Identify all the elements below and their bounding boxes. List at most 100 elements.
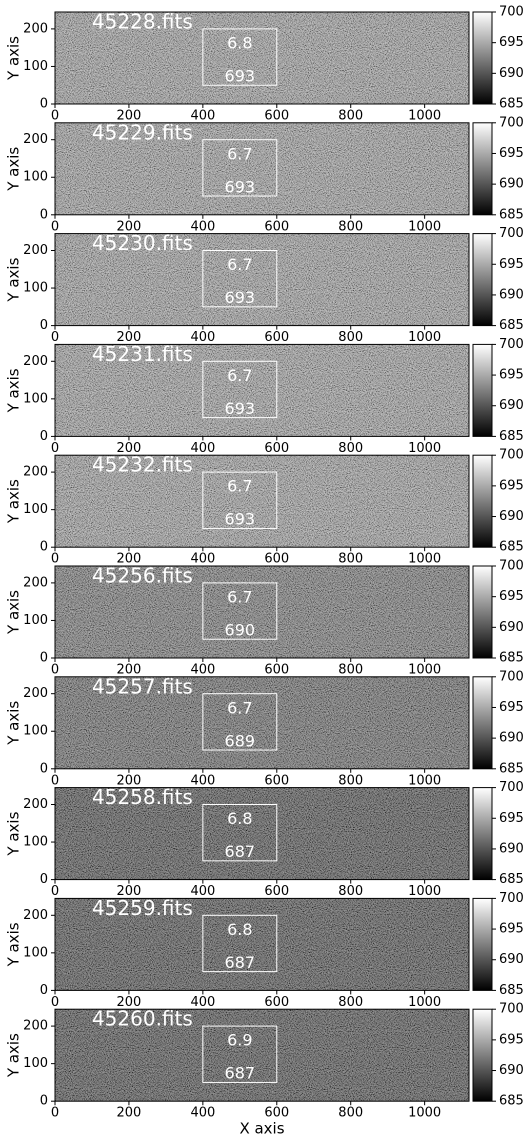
y-tick-label: 100 bbox=[23, 1056, 48, 1071]
y-axis-label: Y axis bbox=[5, 1033, 23, 1078]
x-tick-label: 600 bbox=[264, 663, 289, 678]
y-axis-label: Y axis bbox=[5, 479, 23, 524]
y-tick-label: 200 bbox=[23, 575, 48, 590]
x-tick-label: 0 bbox=[51, 109, 59, 124]
x-tick-label: 600 bbox=[264, 109, 289, 124]
axes-frame bbox=[54, 122, 470, 216]
x-tick-label: 600 bbox=[264, 995, 289, 1010]
colorbar-tick-label: 700 bbox=[499, 115, 524, 130]
x-tick-label: 400 bbox=[190, 552, 215, 567]
x-tick-label: 200 bbox=[117, 109, 142, 124]
colorbar-tick-label: 690 bbox=[499, 620, 524, 635]
box-mean: 693 bbox=[225, 288, 256, 307]
box-std: 6.7 bbox=[227, 366, 252, 385]
y-tick-label: 200 bbox=[23, 908, 48, 923]
x-tick-label: 800 bbox=[338, 1106, 363, 1121]
box-std: 6.7 bbox=[227, 588, 252, 607]
y-axis-label: Y axis bbox=[5, 368, 23, 413]
y-tick-label: 100 bbox=[23, 502, 48, 517]
box-mean: 693 bbox=[225, 177, 256, 196]
box-mean: 687 bbox=[225, 1064, 256, 1083]
x-tick-label: 600 bbox=[264, 552, 289, 567]
colorbar-tick-label: 700 bbox=[499, 780, 524, 795]
region-box bbox=[202, 914, 278, 973]
y-tick-label: 200 bbox=[23, 132, 48, 147]
image-title: 45231.fits bbox=[92, 342, 193, 366]
colorbar-tick-label: 685 bbox=[499, 207, 524, 222]
x-tick-label: 600 bbox=[264, 773, 289, 788]
colorbar-tick-label: 685 bbox=[499, 872, 524, 887]
box-std: 6.7 bbox=[227, 144, 252, 163]
x-tick-label: 800 bbox=[338, 663, 363, 678]
y-axis-label: Y axis bbox=[5, 147, 23, 192]
x-tick-label: 1000 bbox=[408, 884, 441, 899]
axes-frame bbox=[54, 11, 470, 105]
x-tick-label: 800 bbox=[338, 773, 363, 788]
y-tick-label: 0 bbox=[40, 983, 48, 998]
image-title: 45228.fits bbox=[92, 10, 193, 34]
colorbar-tick-label: 695 bbox=[499, 922, 524, 937]
y-tick-label: 0 bbox=[40, 651, 48, 666]
x-axis-label: X axis bbox=[239, 1120, 284, 1138]
image-noise bbox=[55, 787, 469, 880]
box-mean: 687 bbox=[225, 953, 256, 972]
colorbar-tick-label: 695 bbox=[499, 811, 524, 826]
y-tick-label: 100 bbox=[23, 59, 48, 74]
y-tick-label: 200 bbox=[23, 465, 48, 480]
region-box bbox=[202, 139, 278, 197]
x-tick-label: 400 bbox=[190, 663, 215, 678]
x-tick-label: 400 bbox=[190, 995, 215, 1010]
region-box bbox=[202, 249, 278, 308]
x-tick-label: 200 bbox=[117, 773, 142, 788]
image-noise bbox=[55, 12, 469, 104]
image-title: 45232.fits bbox=[92, 453, 193, 477]
x-tick-label: 800 bbox=[338, 995, 363, 1010]
x-tick-label: 800 bbox=[338, 330, 363, 345]
x-tick-label: 400 bbox=[190, 109, 215, 124]
colorbar-tick-label: 685 bbox=[499, 318, 524, 333]
box-mean: 690 bbox=[225, 621, 256, 640]
colorbar-tick-label: 690 bbox=[499, 841, 524, 856]
y-tick-label: 200 bbox=[23, 21, 48, 36]
colorbar-tick-label: 690 bbox=[499, 398, 524, 413]
image-title: 45260.fits bbox=[92, 1007, 193, 1031]
region-box bbox=[202, 693, 278, 751]
image-noise bbox=[55, 344, 469, 437]
x-tick-label: 200 bbox=[117, 1106, 142, 1121]
image-noise bbox=[55, 122, 469, 215]
y-axis-label: Y axis bbox=[5, 257, 23, 302]
region-box bbox=[202, 471, 278, 529]
y-tick-label: 0 bbox=[40, 318, 48, 333]
y-tick-label: 100 bbox=[23, 945, 48, 960]
colorbar-tick-label: 695 bbox=[499, 35, 524, 50]
x-tick-label: 0 bbox=[51, 995, 59, 1010]
x-tick-label: 400 bbox=[190, 884, 215, 899]
x-tick-label: 400 bbox=[190, 441, 215, 456]
box-mean: 693 bbox=[225, 399, 256, 418]
colorbar bbox=[472, 787, 493, 881]
box-mean: 693 bbox=[225, 67, 256, 86]
image-title: 45257.fits bbox=[92, 674, 193, 698]
x-tick-label: 800 bbox=[338, 109, 363, 124]
x-tick-label: 1000 bbox=[408, 663, 441, 678]
colorbar-tick-label: 695 bbox=[499, 589, 524, 604]
region-box bbox=[202, 1025, 278, 1083]
box-mean: 693 bbox=[225, 510, 256, 529]
y-axis-label: Y axis bbox=[5, 922, 23, 967]
colorbar-tick-label: 690 bbox=[499, 287, 524, 302]
colorbar-tick-label: 700 bbox=[499, 1002, 524, 1017]
y-tick-label: 0 bbox=[40, 1094, 48, 1109]
y-tick-label: 200 bbox=[23, 1019, 48, 1034]
colorbar-tick-label: 700 bbox=[499, 337, 524, 352]
y-axis-label: Y axis bbox=[5, 811, 23, 856]
image-title: 45259.fits bbox=[92, 896, 193, 920]
x-tick-label: 200 bbox=[117, 441, 142, 456]
colorbar bbox=[472, 565, 493, 659]
box-std: 6.9 bbox=[227, 1031, 252, 1050]
region-box bbox=[202, 28, 278, 86]
colorbar-tick-label: 695 bbox=[499, 146, 524, 161]
x-tick-label: 0 bbox=[51, 884, 59, 899]
colorbar-tick-label: 690 bbox=[499, 1063, 524, 1078]
x-tick-label: 0 bbox=[51, 441, 59, 456]
colorbar bbox=[472, 233, 493, 327]
